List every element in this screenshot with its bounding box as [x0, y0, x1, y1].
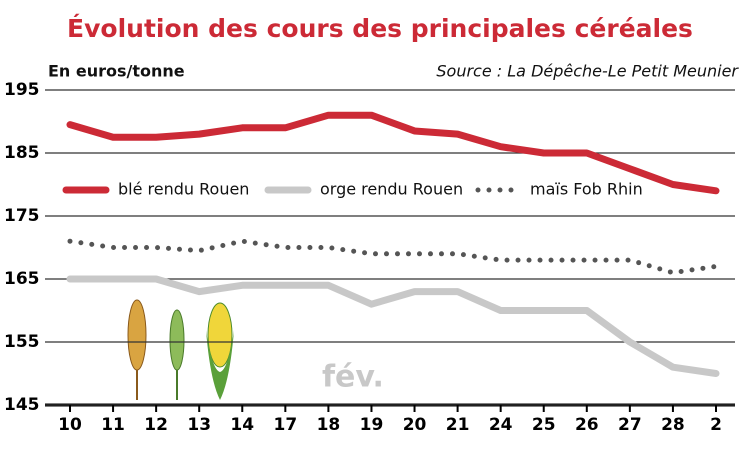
x-tick-label: 14 — [230, 415, 254, 435]
x-tick-label: 13 — [187, 415, 211, 435]
x-tick-label: 11 — [101, 415, 125, 435]
x-tick-label: 21 — [446, 415, 470, 435]
subtitle: En euros/tonne — [48, 62, 185, 81]
x-tick-label: 18 — [317, 415, 341, 435]
y-tick-label: 175 — [4, 206, 40, 226]
x-tick-label: 10 — [58, 415, 82, 435]
x-tick-label: 24 — [489, 415, 513, 435]
series-line — [66, 275, 720, 377]
x-tick-label: 28 — [661, 415, 685, 435]
series-line — [67, 238, 719, 276]
y-tick-label: 145 — [4, 395, 40, 415]
x-tick-label: 26 — [575, 415, 599, 435]
legend-label: orge rendu Rouen — [320, 180, 463, 199]
y-tick-label: 155 — [4, 332, 40, 352]
x-tick-label: 17 — [273, 415, 297, 435]
x-tick-label: 2 — [710, 415, 722, 435]
source: Source : La Dépêche-Le Petit Meunier — [436, 62, 739, 81]
x-tick-label: 20 — [403, 415, 427, 435]
x-tick-label: 12 — [144, 415, 168, 435]
x-tick-label: 19 — [360, 415, 384, 435]
series-line — [66, 111, 720, 195]
grain-icons — [127, 299, 234, 400]
annotation: fév. — [322, 360, 384, 395]
y-tick-label: 195 — [4, 80, 40, 100]
chart-title: Évolution des cours des principales céré… — [67, 14, 693, 43]
legend-label: blé rendu Rouen — [118, 180, 249, 199]
x-tick-label: 27 — [618, 415, 642, 435]
legend-label: maïs Fob Rhin — [530, 180, 643, 199]
y-tick-label: 165 — [4, 269, 40, 289]
x-tick-label: 25 — [532, 415, 556, 435]
y-tick-label: 185 — [4, 143, 40, 163]
